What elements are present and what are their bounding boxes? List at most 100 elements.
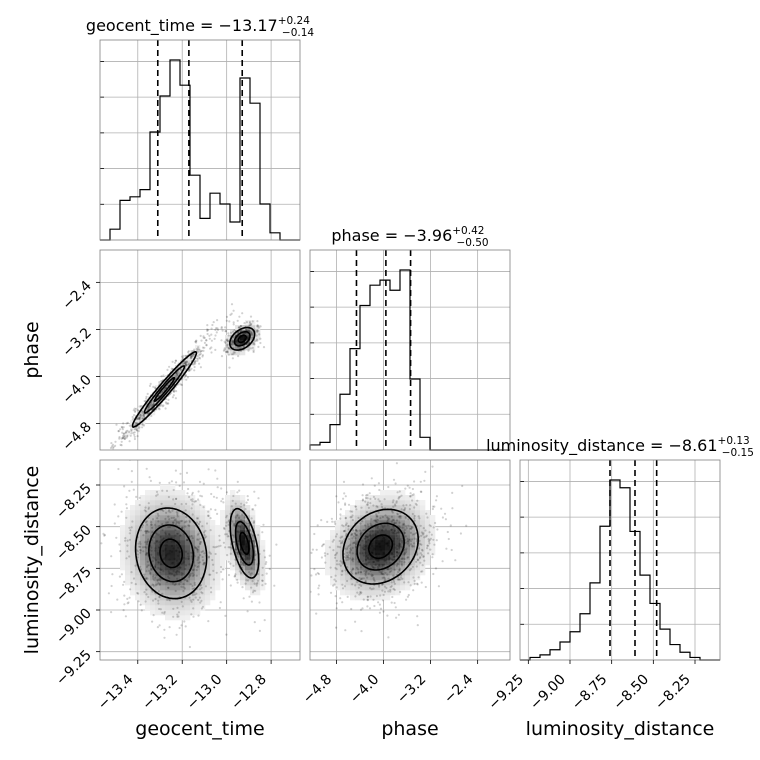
sample-point	[179, 534, 182, 537]
sample-point	[355, 572, 358, 575]
x-tick-label: −13.2	[139, 672, 181, 714]
sample-point	[113, 451, 115, 453]
sample-point	[189, 572, 192, 575]
sample-point	[404, 525, 408, 528]
density-cell	[370, 505, 376, 511]
sample-point	[248, 529, 251, 532]
density-cell	[145, 520, 151, 526]
sample-point	[241, 540, 244, 543]
sample-point	[175, 571, 178, 574]
sample-point	[226, 343, 229, 346]
sample-point	[261, 566, 264, 569]
sample-point	[201, 354, 204, 357]
density-cell	[135, 580, 141, 586]
density-cell	[350, 530, 356, 536]
sample-point	[253, 343, 256, 346]
density-cell	[430, 535, 436, 541]
sample-point	[157, 533, 160, 536]
sample-point	[420, 553, 423, 557]
sample-point	[420, 531, 423, 534]
sample-point	[237, 326, 240, 329]
density-cell	[175, 565, 181, 571]
density-cell	[385, 525, 391, 531]
density-cell	[360, 535, 366, 541]
sample-point	[114, 440, 117, 443]
sample-point	[150, 553, 153, 556]
sample-point	[205, 522, 209, 525]
sample-point	[183, 521, 187, 524]
sample-point	[373, 566, 376, 569]
sample-point	[392, 587, 395, 591]
sample-point	[168, 518, 171, 521]
density-cell	[245, 545, 251, 551]
sample-point	[117, 467, 120, 471]
density-cell	[345, 570, 351, 576]
sample-point	[182, 583, 185, 586]
sample-point	[124, 539, 127, 542]
hist-panel-geocent_time: geocent_time = −13.17+0.24 −0.14	[86, 15, 314, 241]
density-cell	[405, 510, 411, 516]
density-cell	[190, 575, 196, 581]
sample-point	[426, 547, 429, 550]
sample-point	[398, 495, 402, 498]
density-cell	[215, 565, 221, 571]
sample-point	[401, 526, 404, 529]
density-cell	[360, 530, 366, 536]
density-cell	[160, 605, 166, 611]
sample-point	[144, 510, 147, 513]
sample-point	[380, 549, 383, 552]
sample-point	[190, 354, 193, 357]
sample-point	[143, 415, 146, 418]
sample-point	[145, 395, 148, 398]
sample-point	[392, 505, 395, 508]
sample-point	[206, 332, 209, 336]
density-cell	[185, 605, 191, 611]
sample-point	[224, 329, 227, 333]
sample-point	[253, 554, 257, 557]
density-cell	[240, 350, 246, 356]
sample-point	[249, 557, 252, 560]
density-cell	[150, 590, 156, 596]
density-cell	[240, 565, 246, 571]
sample-point	[178, 484, 181, 487]
density-cell	[415, 515, 421, 521]
sample-point	[427, 540, 430, 543]
sample-point	[387, 636, 390, 639]
density-cell	[170, 570, 176, 576]
sample-point	[354, 532, 357, 536]
sample-point	[374, 533, 378, 536]
sample-point	[202, 335, 205, 338]
density-cell	[225, 525, 231, 531]
sample-point	[130, 581, 133, 584]
density-cell	[225, 510, 231, 516]
density-cell	[185, 515, 191, 521]
density-cell	[225, 350, 231, 356]
sample-point	[189, 599, 192, 602]
density-cell	[145, 555, 151, 561]
density-cell	[165, 600, 171, 606]
sample-point	[180, 572, 183, 575]
sample-point	[368, 530, 371, 534]
sample-point	[379, 594, 382, 597]
density-cell	[200, 605, 206, 611]
sample-point	[198, 348, 201, 351]
density-cell	[180, 530, 186, 536]
sample-point	[375, 505, 378, 508]
sample-point	[224, 330, 227, 333]
density-cell	[150, 525, 156, 531]
density-cell	[125, 510, 131, 516]
sample-point	[226, 350, 229, 353]
sample-point	[174, 502, 177, 506]
density-cell	[170, 545, 176, 551]
sample-point	[136, 417, 139, 421]
sample-point	[238, 339, 242, 342]
sample-point	[186, 492, 189, 495]
density-cell	[205, 565, 211, 571]
sample-point	[192, 352, 196, 356]
density-cell	[255, 535, 261, 541]
sample-point	[239, 325, 242, 328]
sample-point	[225, 491, 228, 494]
density-cell	[390, 575, 396, 581]
density-cell	[235, 570, 241, 576]
density-cell	[405, 560, 411, 566]
